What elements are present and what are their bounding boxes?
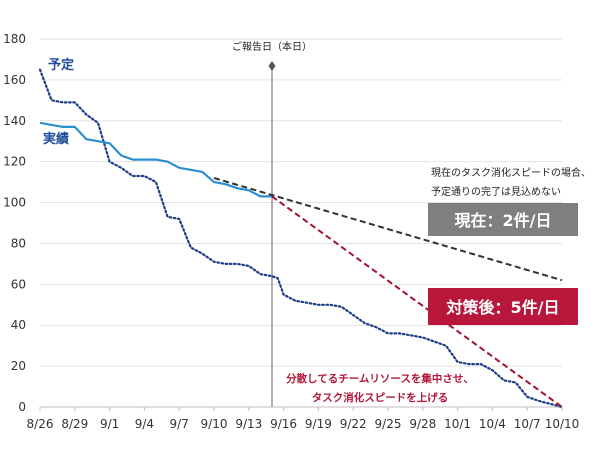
- y-tick-40: 40: [11, 318, 26, 332]
- x-tick-9: 9/22: [340, 417, 367, 431]
- y-tick-20: 20: [11, 359, 26, 373]
- after-speed-label: 対策後：5件/日: [446, 298, 560, 317]
- x-tick-6: 9/13: [235, 417, 262, 431]
- x-tick-0: 8/26: [27, 417, 54, 431]
- y-tick-140: 140: [3, 114, 26, 128]
- x-tick-8: 9/19: [305, 417, 332, 431]
- x-tick-15: 10/10: [545, 417, 580, 431]
- x-tick-13: 10/4: [479, 417, 506, 431]
- y-axis-ticks: 0 20 40 60 80 100 120 140 160 180: [3, 32, 26, 414]
- label-actual: 実績: [43, 131, 69, 147]
- after-speed-box: [428, 288, 578, 325]
- y-tick-120: 120: [3, 155, 26, 169]
- x-tick-7: 9/16: [270, 417, 297, 431]
- x-tick-1: 8/29: [61, 417, 88, 431]
- x-tick-3: 9/4: [135, 417, 154, 431]
- x-tick-12: 10/1: [444, 417, 471, 431]
- red-note-line-2: タスク消化スピードを上げる: [312, 391, 449, 404]
- annotation-line-2: 予定通りの完了は見込めない: [431, 185, 561, 198]
- x-tick-2: 9/1: [100, 417, 119, 431]
- current-speed-box: [428, 203, 578, 236]
- x-tick-4: 9/7: [170, 417, 189, 431]
- x-tick-10: 9/25: [375, 417, 402, 431]
- y-tick-100: 100: [3, 196, 26, 210]
- series-line-2: [213, 177, 563, 282]
- series-line-3: [271, 195, 563, 408]
- red-note-line-1: 分散してるチームリソースを集中させ、: [286, 372, 474, 385]
- y-tick-60: 60: [11, 277, 26, 291]
- label-plan: 予定: [48, 57, 74, 73]
- x-tick-5: 9/10: [201, 417, 228, 431]
- report-day-label: ご報告日（本日）: [232, 40, 312, 53]
- series-line-0: [38, 68, 564, 409]
- report-day-diamond: [268, 61, 276, 71]
- x-tick-11: 9/28: [409, 417, 436, 431]
- report-day-marker: ご報告日（本日）: [232, 40, 312, 407]
- x-axis-ticks: 8/26 8/29 9/1 9/4 9/7 9/10 9/13 9/16 9/19 9/22 9/2…: [27, 407, 580, 431]
- series-line-1: [39, 121, 272, 198]
- y-tick-80: 80: [11, 236, 26, 250]
- y-tick-160: 160: [3, 73, 26, 87]
- x-tick-14: 10/7: [514, 417, 541, 431]
- current-speed-label: 現在：2件/日: [455, 211, 552, 230]
- series-lines: [38, 68, 564, 409]
- y-tick-0: 0: [18, 400, 26, 414]
- y-tick-180: 180: [3, 32, 26, 46]
- annotation-line-1: 現在のタスク消化スピードの場合、: [431, 166, 591, 179]
